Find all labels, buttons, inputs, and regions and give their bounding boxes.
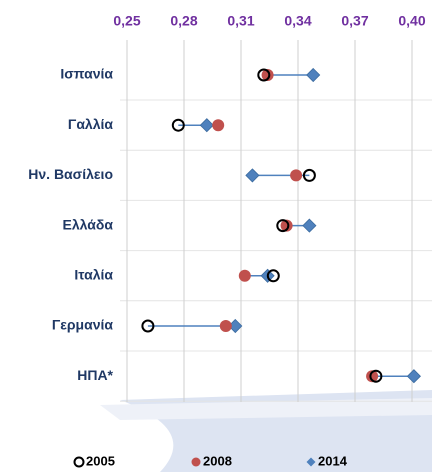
category-label: ΗΠΑ*: [77, 367, 113, 383]
marker-2005: [266, 269, 280, 283]
marker-2008: [238, 269, 251, 282]
marker-2014: [306, 67, 321, 83]
category-label: Ιταλία: [74, 267, 113, 283]
category-label: Ελλάδα: [63, 216, 114, 232]
x-tick-label: 0,28: [170, 13, 197, 29]
x-tick-label: 0,25: [113, 13, 140, 29]
category-label: Ισπανία: [60, 66, 113, 82]
category-label: Γερμανία: [52, 317, 114, 333]
marker-2005: [171, 118, 185, 132]
legend-label: 2008: [203, 453, 232, 468]
marker-2005: [257, 68, 271, 82]
legend-marker: [73, 456, 85, 468]
x-tick-label: 0,37: [341, 13, 368, 29]
legend-label: 2014: [318, 453, 348, 468]
marker-2005: [276, 219, 290, 233]
marker-2008: [280, 219, 293, 232]
marker-2005: [369, 369, 383, 383]
marker-2008: [261, 69, 274, 81]
x-tick-label: 0,40: [398, 13, 425, 29]
marker-2008: [219, 320, 232, 332]
marker-2005: [302, 168, 316, 182]
marker-2008: [212, 119, 225, 132]
marker-2014: [245, 168, 260, 183]
x-tick-label: 0,34: [284, 13, 311, 29]
legend-marker: [306, 457, 316, 467]
marker-2008: [290, 169, 303, 182]
marker-2005: [141, 319, 155, 333]
x-tick-label: 0,31: [227, 13, 254, 29]
legend-label: 2005: [86, 453, 115, 468]
marker-2014: [406, 369, 421, 384]
marker-2008: [366, 370, 379, 383]
category-label: Γαλλία: [68, 116, 113, 132]
category-label: Ην. Βασίλειο: [28, 166, 113, 182]
legend-marker: [191, 457, 201, 467]
marker-2014: [199, 118, 214, 133]
background-swoosh: [100, 398, 432, 420]
marker-2014: [302, 218, 317, 233]
